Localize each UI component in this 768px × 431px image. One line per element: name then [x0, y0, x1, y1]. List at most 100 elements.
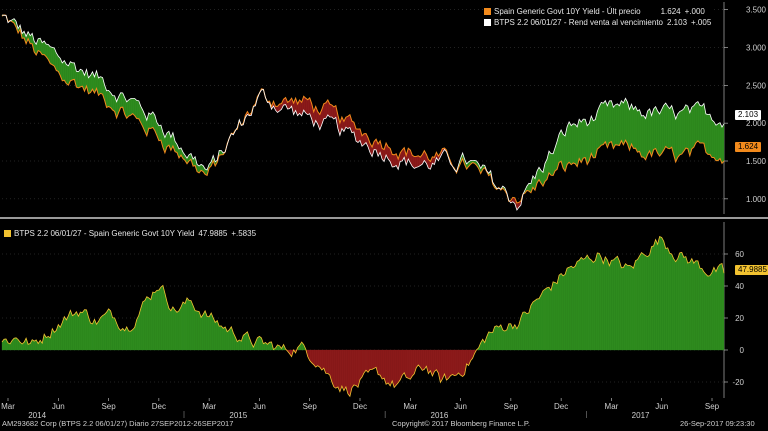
- bottom-spread-fill: [554, 282, 558, 351]
- top-spread-fill: [623, 98, 626, 145]
- top-spread-fill: [76, 71, 79, 89]
- bottom-spread-fill: [693, 260, 696, 351]
- top-spread-fill: [665, 102, 668, 149]
- bottom-spread-fill: [677, 252, 680, 351]
- bottom-spread-fill: [84, 309, 87, 351]
- top-spread-fill: [80, 69, 83, 88]
- bottom-spread-fill: [196, 310, 200, 351]
- bottom-spread-fill: [673, 258, 676, 351]
- top-spread-fill: [641, 115, 644, 158]
- top-spread-fill: [701, 103, 705, 144]
- top-spread-fill: [615, 103, 618, 146]
- top-legend: Spain Generic Govt 10Y Yield - Últ preci…: [484, 6, 712, 28]
- bottom-spread-fill: [524, 311, 528, 351]
- bottom-spread-fill: [709, 272, 713, 351]
- top-spread-fill: [635, 106, 638, 153]
- bottom-spread-fill: [381, 349, 385, 380]
- top-spread-fill: [108, 90, 111, 108]
- bottom-spread-fill: [675, 258, 678, 351]
- top-spread-fill: [333, 105, 336, 120]
- bottom-ytick-label: 0: [740, 346, 745, 355]
- top-spread-fill: [548, 150, 552, 176]
- bottom-spread-fill: [70, 310, 73, 351]
- legend-change-spain: +.000: [684, 7, 705, 16]
- bottom-spread-fill: [188, 300, 192, 351]
- bottom-spread-fill: [552, 281, 556, 351]
- top-spread-fill: [721, 123, 725, 164]
- panel-divider: [0, 217, 768, 219]
- bottom-spread-fill: [705, 273, 709, 351]
- bottom-spread-fill: [363, 349, 367, 374]
- top-spread-fill: [643, 115, 646, 161]
- bottom-spread-fill: [208, 312, 212, 351]
- bottom-spread-fill: [410, 349, 413, 380]
- top-spread-fill: [98, 76, 101, 96]
- bottom-spread-fill: [498, 324, 501, 351]
- bottom-spread-fill: [659, 236, 662, 351]
- top-spread-fill: [599, 102, 602, 148]
- bottom-spread-fill: [591, 259, 594, 351]
- top-spread-fill: [78, 68, 81, 89]
- bottom-spread-fill: [158, 286, 162, 351]
- bottom-spread-fill: [150, 292, 153, 351]
- bottom-spread-fill: [341, 349, 345, 391]
- top-spread-fill: [717, 122, 721, 162]
- x-month-label: Sep: [705, 402, 720, 411]
- top-spread-fill: [607, 100, 610, 148]
- x-month-label: Mar: [1, 402, 15, 411]
- top-spread-fill: [566, 121, 570, 165]
- top-spread-fill: [120, 92, 123, 108]
- top-spread-fill: [587, 122, 590, 165]
- top-spread-fill: [305, 97, 308, 115]
- bottom-spread-fill: [621, 267, 624, 351]
- top-spread-fill: [72, 62, 75, 81]
- bottom-spread-fill: [146, 296, 149, 351]
- bottom-spread-fill: [331, 349, 334, 387]
- x-month-label: Mar: [605, 402, 619, 411]
- bottom-spread-fill: [245, 331, 248, 351]
- bottom-spread-fill: [162, 285, 166, 351]
- top-ytick-label: 1.500: [746, 157, 767, 166]
- bottom-spread-fill: [593, 260, 596, 351]
- bottom-spread-fill: [715, 266, 719, 351]
- bottom-spread-fill: [166, 301, 170, 351]
- bottom-spread-fill: [647, 254, 650, 351]
- top-spread-fill: [347, 114, 351, 129]
- bottom-spread-fill: [699, 268, 703, 351]
- top-spread-fill: [649, 108, 652, 157]
- bottom-spread-fill: [645, 255, 648, 351]
- bottom-spread-fill: [365, 349, 369, 373]
- bottom-spread-fill: [192, 305, 196, 351]
- bottom-spread-fill: [448, 349, 451, 379]
- top-spread-fill: [62, 60, 65, 82]
- bottom-spread-fill: [132, 327, 135, 351]
- bottom-spread-fill: [548, 286, 552, 351]
- bottom-spread-fill: [394, 349, 397, 388]
- top-spread-fill: [414, 156, 417, 169]
- bottom-spread-fill: [74, 311, 77, 351]
- bottom-spread-fill: [522, 311, 526, 351]
- footer-center: Copyright© 2017 Bloomberg Finance L.P.: [392, 419, 530, 428]
- bottom-spread-fill: [327, 349, 330, 376]
- bottom-spread-fill: [623, 263, 626, 351]
- top-spread-fill: [633, 105, 636, 149]
- bottom-spread-fill: [66, 315, 69, 351]
- bottom-spread-fill: [717, 263, 721, 351]
- bottom-spread-fill: [651, 245, 654, 351]
- bottom-spread-fill: [347, 349, 351, 397]
- bottom-spread-fill: [581, 257, 584, 351]
- bottom-spread-fill: [168, 307, 172, 351]
- bottom-spread-fill: [542, 288, 546, 351]
- last-tag-spread: 47.9885: [735, 265, 768, 275]
- bottom-spread-fill: [462, 349, 465, 377]
- x-year-label: 2016: [431, 411, 449, 420]
- bottom-spread-fill: [560, 273, 564, 351]
- bottom-spread-fill: [182, 301, 186, 351]
- legend-change-spread: +.5835: [231, 229, 257, 238]
- bottom-spread-fill: [144, 296, 147, 351]
- x-month-label: Jun: [454, 402, 467, 411]
- top-spread-fill: [655, 106, 658, 154]
- top-spread-fill: [695, 101, 699, 144]
- bottom-spread-fill: [687, 261, 690, 351]
- top-spread-fill: [323, 102, 326, 119]
